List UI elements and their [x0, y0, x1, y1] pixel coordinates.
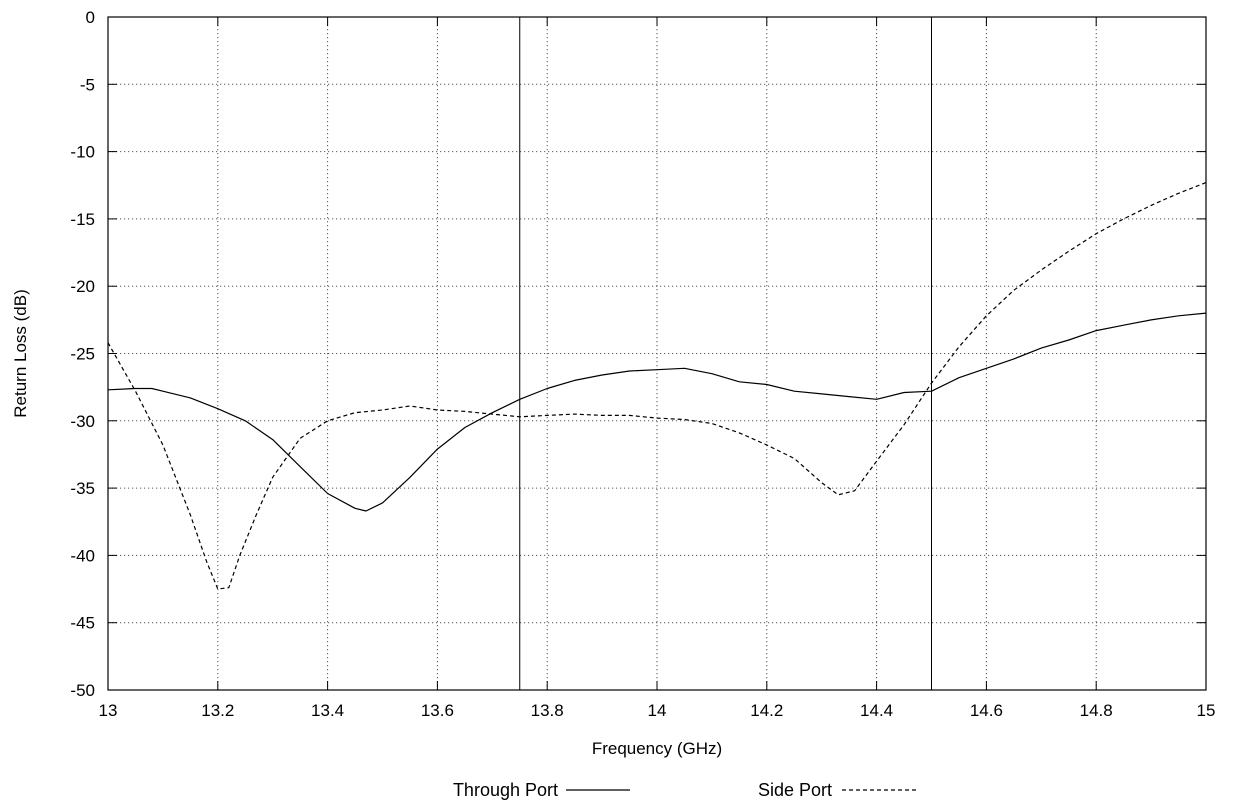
y-tick-label: 0: [86, 8, 95, 27]
x-axis-label: Frequency (GHz): [592, 739, 722, 758]
legend: Through Port Side Port: [453, 780, 916, 800]
y-tick-label: -15: [70, 210, 95, 229]
legend-label-side-port: Side Port: [758, 780, 832, 800]
x-tick-label: 13.6: [421, 701, 454, 720]
x-tick-label: 14.4: [860, 701, 893, 720]
y-tick-label: -50: [70, 681, 95, 700]
y-tick-label: -30: [70, 412, 95, 431]
x-tick-label: 13.2: [201, 701, 234, 720]
grid: [108, 17, 1206, 690]
x-tick-label: 13.8: [531, 701, 564, 720]
x-tick-label: 14: [648, 701, 667, 720]
x-tick-label: 14.8: [1080, 701, 1113, 720]
y-tick-label: -40: [70, 546, 95, 565]
y-tick-label: -20: [70, 277, 95, 296]
y-tick-label: -45: [70, 614, 95, 633]
y-tick-label: -5: [80, 75, 95, 94]
x-tick-label: 14.6: [970, 701, 1003, 720]
x-tick-label: 15: [1197, 701, 1216, 720]
legend-label-through-port: Through Port: [453, 780, 558, 800]
axis-ticks: 13 13.2 13.4 13.6 13.8 14 14.2 14.4 14.6 14.8 15 0 -…: [70, 8, 1215, 720]
y-tick-label: -10: [70, 143, 95, 162]
side-port-line: [107, 182, 1207, 590]
y-axis-label: Return Loss (dB): [11, 289, 30, 418]
y-tick-label: -25: [70, 345, 95, 364]
series-lines: [107, 182, 1207, 590]
y-tick-label: -35: [70, 479, 95, 498]
x-tick-label: 13.4: [311, 701, 344, 720]
x-tick-label: 13: [99, 701, 118, 720]
x-tick-label: 14.2: [750, 701, 783, 720]
through-port-line: [107, 312, 1207, 512]
frequency-band-markers: [519, 17, 932, 690]
